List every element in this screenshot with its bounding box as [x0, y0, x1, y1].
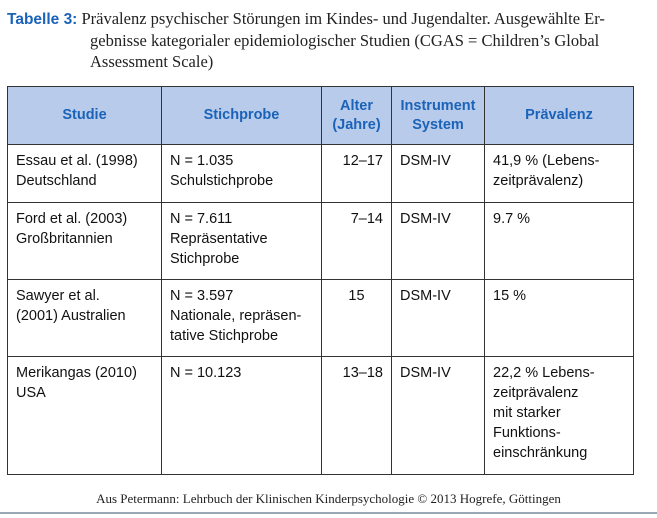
cell-line: tative Stichprobe — [170, 328, 279, 344]
header-instrument-line: Instrument — [400, 97, 476, 114]
cell-line: N = 7.611 — [170, 211, 233, 227]
cell-line: Repräsentative — [170, 231, 268, 247]
header-instrument-line: System — [412, 116, 464, 133]
header-prevalence: Prävalenz — [484, 86, 634, 145]
cell-line: Sawyer et al. — [16, 288, 100, 304]
cell-line: Nationale, repräsen- — [170, 308, 302, 324]
cell-study: Sawyer et al. (2001) Australien — [7, 279, 162, 357]
header-study: Studie — [7, 86, 162, 145]
cell-line: USA — [16, 385, 46, 401]
cell-age: 13–18 — [321, 356, 392, 475]
header-age-line: Alter — [339, 97, 374, 114]
cell-line: zeitprävalenz) — [493, 173, 584, 189]
cell-line: Deutschland — [16, 173, 97, 189]
cell-prevalence: 15 % — [484, 279, 634, 357]
cell-line: N = 3.597 — [170, 288, 234, 304]
cell-line: mit starker — [493, 405, 561, 421]
table-row: Sawyer et al. (2001) Australien N = 3.59… — [7, 279, 634, 357]
cell-line: Stichprobe — [170, 251, 240, 267]
cell-sample: N = 3.597 Nationale, repräsen- tative St… — [161, 279, 322, 357]
table-row: Essau et al. (1998) Deutschland N = 1.03… — [7, 144, 634, 203]
header-instrument: Instrument System — [391, 86, 485, 145]
cell-study: Ford et al. (2003) Großbritannien — [7, 202, 162, 280]
cell-line: Merikangas (2010) — [16, 365, 137, 381]
header-age-line: (Jahre) — [332, 116, 381, 133]
cell-line: Großbritannien — [16, 231, 113, 247]
cell-line: 41,9 % (Lebens- — [493, 153, 600, 169]
cell-line: 15 % — [493, 288, 527, 304]
cell-sample: N = 1.035 Schulstichprobe — [161, 144, 322, 203]
cell-line: N = 1.035 — [170, 153, 234, 169]
cell-instrument: DSM-IV — [391, 144, 485, 203]
cell-line: N = 10.123 — [170, 365, 242, 381]
cell-age: 15 — [321, 279, 392, 357]
cell-prevalence: 41,9 % (Lebens- zeitprävalenz) — [484, 144, 634, 203]
cell-age: 12–17 — [321, 144, 392, 203]
caption-text: Prävalenz psychischer Störungen im Kinde… — [81, 9, 605, 28]
caption-line-2: gebnisse kategorialer epidemiologischer … — [90, 31, 600, 50]
source-citation: Aus Petermann: Lehrbuch der Klinischen K… — [96, 491, 561, 506]
cell-age: 7–14 — [321, 202, 392, 280]
caption-line-1: Tabelle 3: Prävalenz psychischer Störung… — [7, 8, 647, 30]
cell-study: Merikangas (2010) USA — [7, 356, 162, 475]
cell-line: 22,2 % Lebens- — [493, 365, 595, 381]
table-row: Ford et al. (2003) Großbritannien N = 7.… — [7, 202, 634, 280]
caption-label: Tabelle 3: — [7, 11, 78, 28]
caption-line-3: Assessment Scale) — [90, 52, 214, 71]
table-caption: Tabelle 3: Prävalenz psychischer Störung… — [7, 8, 647, 72]
cell-study: Essau et al. (1998) Deutschland — [7, 144, 162, 203]
cell-line: 9.7 % — [493, 211, 531, 227]
cell-line: Ford et al. (2003) — [16, 211, 128, 227]
cell-line: Funktions- — [493, 425, 561, 441]
cell-instrument: DSM-IV — [391, 202, 485, 280]
cell-instrument: DSM-IV — [391, 279, 485, 357]
cell-line: Schulstichprobe — [170, 173, 274, 189]
cell-sample: N = 10.123 — [161, 356, 322, 475]
bottom-divider — [0, 512, 657, 514]
cell-sample: N = 7.611 Repräsentative Stichprobe — [161, 202, 322, 280]
header-age: Alter (Jahre) — [321, 86, 392, 145]
cell-line: zeitprävalenz — [493, 385, 579, 401]
cell-line: einschränkung — [493, 445, 588, 461]
cell-prevalence: 22,2 % Lebens- zeitprävalenz mit starker… — [484, 356, 634, 475]
cell-prevalence: 9.7 % — [484, 202, 634, 280]
cell-instrument: DSM-IV — [391, 356, 485, 475]
table-row: Merikangas (2010) USA N = 10.123 13–18 D… — [7, 356, 634, 475]
cell-line: (2001) Australien — [16, 308, 126, 324]
header-sample: Stichprobe — [161, 86, 322, 145]
header-row: Studie Stichprobe Alter (Jahre) Instrume… — [7, 86, 634, 145]
prevalence-table: Studie Stichprobe Alter (Jahre) Instrume… — [7, 86, 634, 475]
cell-line: Essau et al. (1998) — [16, 153, 138, 169]
